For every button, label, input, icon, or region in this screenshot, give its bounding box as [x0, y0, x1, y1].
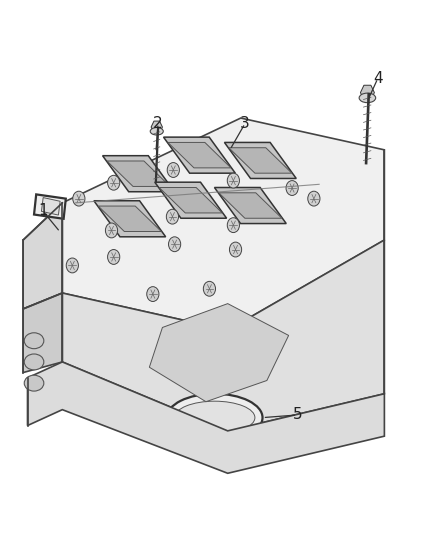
Polygon shape	[149, 304, 289, 402]
Circle shape	[169, 237, 181, 252]
Ellipse shape	[359, 93, 376, 103]
Ellipse shape	[167, 394, 262, 441]
Circle shape	[147, 287, 159, 302]
Polygon shape	[229, 148, 292, 173]
Polygon shape	[168, 142, 231, 168]
Polygon shape	[94, 201, 166, 237]
Ellipse shape	[24, 354, 44, 370]
Polygon shape	[62, 240, 385, 431]
Circle shape	[203, 281, 215, 296]
Circle shape	[286, 181, 298, 196]
Polygon shape	[224, 142, 296, 179]
Polygon shape	[102, 156, 174, 192]
Circle shape	[108, 175, 120, 190]
Circle shape	[230, 242, 242, 257]
Ellipse shape	[24, 333, 44, 349]
Circle shape	[166, 209, 179, 224]
Polygon shape	[107, 161, 170, 187]
Ellipse shape	[24, 375, 44, 391]
Polygon shape	[163, 137, 235, 173]
Text: 3: 3	[240, 116, 250, 131]
Polygon shape	[155, 182, 226, 218]
Text: 5: 5	[293, 407, 302, 423]
Circle shape	[73, 191, 85, 206]
Circle shape	[108, 249, 120, 264]
Polygon shape	[215, 188, 286, 223]
Circle shape	[106, 223, 117, 238]
Polygon shape	[34, 195, 66, 219]
Circle shape	[227, 217, 240, 232]
Circle shape	[227, 173, 240, 188]
Polygon shape	[28, 362, 385, 473]
Polygon shape	[98, 206, 161, 231]
Ellipse shape	[174, 401, 255, 434]
Polygon shape	[159, 188, 222, 213]
Text: 4: 4	[373, 71, 383, 86]
Polygon shape	[42, 198, 60, 215]
Polygon shape	[151, 121, 162, 133]
Polygon shape	[23, 293, 62, 373]
Circle shape	[167, 163, 180, 177]
Circle shape	[66, 258, 78, 273]
Polygon shape	[23, 203, 62, 309]
Polygon shape	[219, 193, 282, 218]
Polygon shape	[360, 85, 374, 100]
Circle shape	[308, 191, 320, 206]
Text: 2: 2	[153, 116, 163, 131]
Text: 1: 1	[38, 203, 48, 219]
Polygon shape	[62, 118, 385, 330]
Ellipse shape	[150, 127, 163, 135]
